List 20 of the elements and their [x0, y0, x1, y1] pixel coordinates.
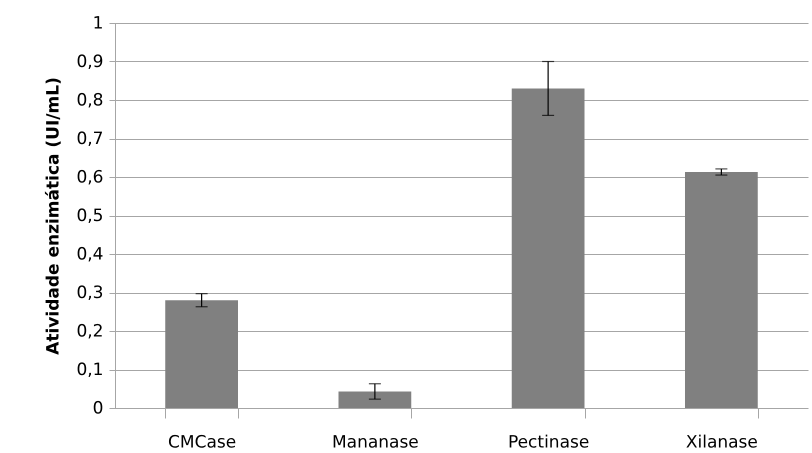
y-tick-label: 0,2: [76, 322, 104, 342]
bar: [512, 88, 585, 408]
y-axis-title: Atividade enzimática (UI/mL): [43, 77, 64, 355]
y-tick-label: 0: [92, 398, 104, 418]
y-tick-label: 0,1: [76, 360, 104, 380]
bar: [684, 172, 758, 408]
y-tick-label: 0,7: [76, 129, 104, 149]
y-tick-label: 1: [92, 14, 104, 34]
y-tick-label: 0,4: [76, 244, 104, 264]
y-tick-label: 0,8: [76, 90, 104, 110]
y-tick-label: 0,9: [76, 52, 104, 72]
x-tick-label: Pectinase: [508, 432, 590, 452]
x-tick-label: Mananase: [332, 432, 419, 452]
x-tick-label: Xilanase: [686, 432, 758, 452]
y-tick-label: 0,3: [76, 283, 104, 303]
bar: [338, 391, 412, 408]
x-tick-label: CMCase: [168, 432, 236, 452]
y-tick-label: 0,6: [76, 168, 104, 188]
y-tick-label: 0,5: [76, 206, 104, 226]
bar: [165, 300, 238, 408]
